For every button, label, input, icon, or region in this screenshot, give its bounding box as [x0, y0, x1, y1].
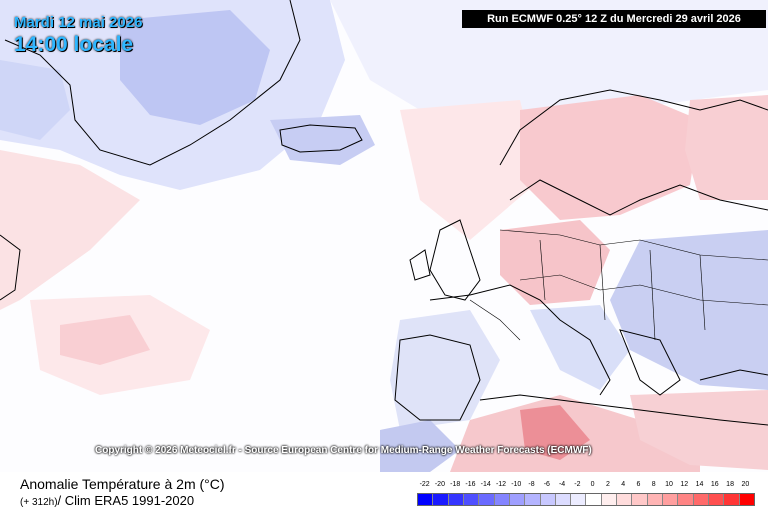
legend-color-swatch: [540, 494, 556, 505]
cold-anomaly-north: [330, 0, 768, 120]
legend-color-swatch: [601, 494, 618, 505]
legend-tick-label: -18: [450, 481, 461, 488]
lead-time-climatology: (+ 312h)/ Clim ERA5 1991-2020: [20, 493, 194, 508]
legend-tick-label: -16: [465, 481, 476, 488]
warm-anomaly-scandinavia: [520, 95, 700, 220]
legend-tick-label: -8: [528, 481, 535, 488]
cold-anomaly-iberia: [390, 310, 500, 430]
legend-color-swatch: [693, 494, 709, 505]
legend-color-swatch: [479, 494, 495, 505]
forecast-time-label: 14:00 locale: [14, 33, 134, 56]
legend-tick-label: -20: [434, 481, 445, 488]
color-scale-legend: -22 -20 -18 -16 -14 -12 -10 -8 -6 -4 -2 0 2 4 6 8 10 12 14…: [417, 481, 755, 506]
legend-color-swatch: [525, 494, 541, 505]
legend-tick-label: 8: [651, 481, 656, 488]
legend-tick-label: 10: [665, 481, 673, 488]
legend-tick-labels: -22 -20 -18 -16 -14 -12 -10 -8 -6 -4 -2 0 2 4 6 8 10 12 14…: [417, 481, 755, 491]
cold-anomaly-greenland-core: [120, 10, 270, 125]
model-run-label: Run ECMWF 0.25° 12 Z du Mercredi 29 avri…: [462, 10, 766, 28]
copyright-notice: Copyright © 2026 Meteociel.fr - Source E…: [95, 445, 592, 456]
legend-color-swatch: [724, 494, 740, 505]
legend-tick-label: -14: [480, 481, 491, 488]
legend-color-swatch: [433, 494, 449, 505]
warm-anomaly-east-med: [630, 390, 768, 470]
legend-color-swatch: [448, 494, 464, 505]
legend-tick-label: 16: [710, 481, 719, 488]
warm-anomaly-russia-north: [685, 95, 768, 200]
map-canvas: Mardi 12 mai 2026 14:00 locale Run ECMWF…: [0, 0, 768, 472]
legend-color-swatch: [571, 494, 587, 505]
country-borders: [469, 229, 768, 341]
cold-anomaly-arctic-west: [0, 60, 70, 140]
legend-color-bar: [417, 493, 755, 506]
lead-time-label: (+ 312h): [20, 497, 58, 508]
warm-anomaly-north-sea: [400, 100, 540, 240]
cold-anomaly-morocco: [380, 420, 460, 472]
variable-title: Anomalie Température à 2m (°C): [20, 476, 225, 492]
legend-tick-label: -22: [419, 481, 430, 488]
legend-color-swatch: [586, 494, 602, 505]
legend-color-swatch: [647, 494, 663, 505]
anomaly-map-svg: [0, 0, 768, 472]
legend-tick-label: 6: [636, 481, 641, 488]
cold-anomaly-alps-italy: [530, 305, 630, 390]
warm-anomaly-atlantic-core: [60, 315, 150, 365]
coastlines: [0, 0, 768, 426]
legend-tick-label: -4: [558, 481, 566, 488]
legend-tick-label: 4: [621, 481, 626, 488]
legend-tick-label: -12: [495, 481, 507, 488]
warm-anomaly-atlantic-west: [0, 150, 140, 310]
legend-tick-label: 14: [695, 481, 704, 488]
legend-tick-label: 0: [590, 481, 595, 488]
legend-tick-label: 12: [680, 481, 689, 488]
legend-color-swatch: [617, 494, 633, 505]
forecast-date-label: Mardi 12 mai 2026: [14, 14, 143, 31]
legend-color-swatch: [739, 494, 754, 505]
legend-color-swatch: [663, 494, 679, 505]
legend-color-swatch: [418, 494, 434, 505]
legend-tick-label: 2: [605, 481, 610, 488]
legend-tick-label: -6: [543, 481, 550, 488]
cold-anomaly-east-europe: [610, 230, 768, 390]
legend-tick-label: 18: [726, 481, 734, 488]
legend-color-swatch: [463, 494, 480, 505]
legend-color-swatch: [708, 494, 725, 505]
legend-color-swatch: [494, 494, 510, 505]
legend-tick-label: -2: [574, 481, 581, 488]
legend-tick-label: 20: [741, 481, 750, 488]
legend-color-swatch: [555, 494, 572, 505]
legend-tick-label: -10: [511, 481, 522, 488]
legend-color-swatch: [678, 494, 694, 505]
legend-color-swatch: [509, 494, 526, 505]
legend-color-swatch: [632, 494, 648, 505]
climatology-label: / Clim ERA5 1991-2020: [57, 493, 195, 508]
warm-anomaly-algeria-core: [520, 405, 590, 460]
